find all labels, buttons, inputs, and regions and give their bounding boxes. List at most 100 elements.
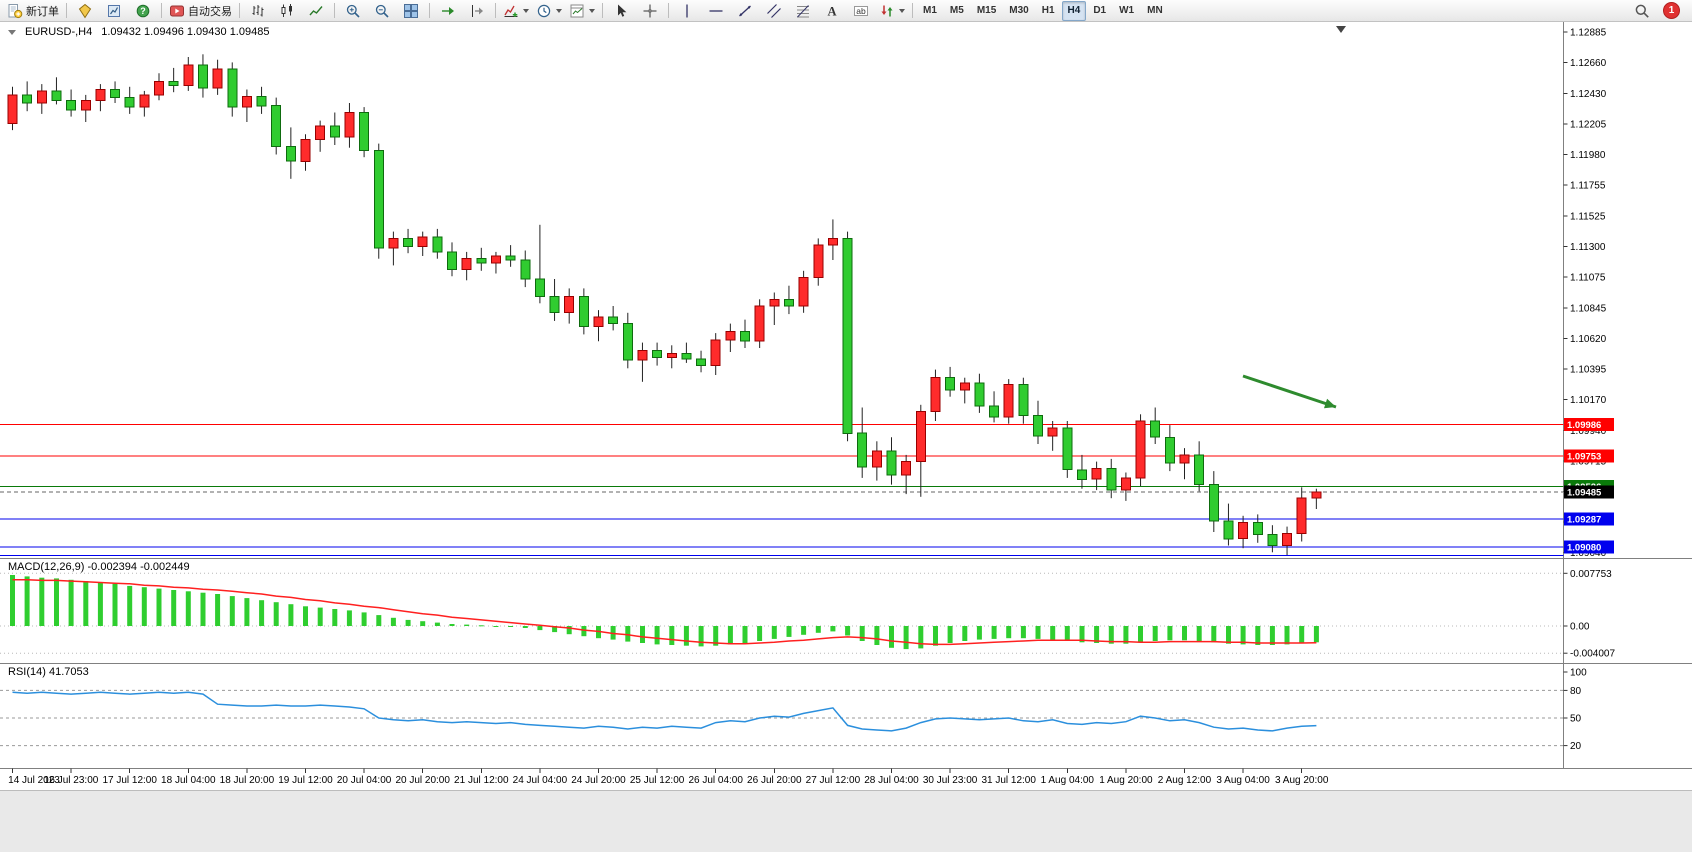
candle-body <box>549 296 560 314</box>
one-click-trading-toggle[interactable] <box>8 29 16 35</box>
candle-body <box>593 316 604 327</box>
candle-body <box>1194 454 1205 486</box>
metaeditor-icon <box>78 3 92 18</box>
timeframe-h4-button[interactable]: H4 <box>1061 0 1087 21</box>
macd-histogram-bar <box>947 626 953 643</box>
time-tick-label: 28 Jul 04:00 <box>864 775 919 786</box>
arrows-button[interactable] <box>876 0 908 22</box>
macd-pane: 0.007753 0.00 -0.004007 <box>0 569 1615 660</box>
text-button[interactable]: A <box>818 0 846 22</box>
macd-histogram-bar <box>405 619 411 626</box>
fibonacci-button[interactable] <box>789 0 817 22</box>
timeframe-m15-button[interactable]: M15 <box>976 5 997 16</box>
horizontal-line-button[interactable] <box>702 0 730 22</box>
timeframe-h1-button[interactable]: H1 <box>1041 5 1055 16</box>
time-tick-label: 2 Aug 12:00 <box>1158 775 1212 786</box>
candle-body <box>696 358 707 367</box>
timeframe-m5-button[interactable]: M5 <box>949 5 964 16</box>
trend-arrow-annotation[interactable] <box>1242 374 1337 409</box>
clock-icon <box>537 4 551 17</box>
new-order-button[interactable]: 新订单 <box>4 0 62 22</box>
chart-shift-marker[interactable] <box>1336 26 1346 33</box>
notification-badge[interactable]: 1 <box>1663 2 1680 19</box>
community-button[interactable]: ? <box>129 0 157 22</box>
macd-histogram-bar <box>1079 626 1085 643</box>
zoom-out-button[interactable] <box>368 0 396 22</box>
candle-body <box>945 377 956 391</box>
strategy-tester-button[interactable] <box>100 0 128 22</box>
price-axis[interactable]: 1.12885 1.12660 1.12430 1.12205 1.11980 1.117… <box>1563 28 1607 559</box>
templates-button[interactable] <box>566 0 598 22</box>
macd-histogram-bar <box>669 626 675 645</box>
candle-body <box>285 145 296 162</box>
trendline-button[interactable] <box>731 0 759 22</box>
search-button[interactable] <box>1628 0 1656 22</box>
time-tick-label: 1 Aug 04:00 <box>1041 775 1095 786</box>
timeframe-w1-button[interactable]: W1 <box>1119 5 1135 16</box>
macd-histogram-bar <box>698 626 704 647</box>
candle-body <box>1223 520 1234 540</box>
label-button[interactable]: ab <box>847 0 875 22</box>
macd-histogram-bar <box>493 626 499 627</box>
candle-body <box>783 298 794 307</box>
timeframe-m1-button[interactable]: M1 <box>923 5 937 16</box>
candle-body <box>827 237 838 246</box>
vertical-line-icon <box>686 4 688 17</box>
price-badge-1.09485: 1.09485 <box>1564 485 1614 499</box>
price-badge-rect <box>1564 449 1614 463</box>
candlestick-chart-button[interactable] <box>273 0 301 22</box>
auto-scroll-button[interactable] <box>434 0 462 22</box>
zoom-in-button[interactable] <box>339 0 367 22</box>
candle-body <box>886 450 897 476</box>
timeframe-mn-button[interactable]: MN <box>1147 5 1163 16</box>
macd-histogram-bar <box>933 626 938 646</box>
vertical-line-button[interactable] <box>673 0 701 22</box>
line-chart-button[interactable] <box>302 0 330 22</box>
candle-body <box>666 352 677 358</box>
candle-body <box>1179 454 1190 464</box>
macd-histogram-bar <box>332 609 338 626</box>
price-tick-label: 1.12205 <box>1570 120 1607 131</box>
macd-histogram-bar <box>683 626 689 646</box>
crosshair-button[interactable] <box>636 0 664 22</box>
macd-histogram-bar <box>317 607 323 626</box>
indicators-button[interactable] <box>500 0 532 22</box>
price-badge-1.09080: 1.09080 <box>1564 540 1614 554</box>
candle-body <box>1296 497 1307 534</box>
autotrading-button[interactable]: 自动交易 <box>166 0 235 22</box>
candle-body <box>1047 427 1058 437</box>
channel-button[interactable] <box>760 0 788 22</box>
macd-histogram-bar <box>537 626 543 631</box>
candle-body <box>1150 420 1161 438</box>
candle-body <box>1120 477 1131 491</box>
macd-histogram-bar <box>727 626 733 645</box>
price-tick-label: 1.12430 <box>1570 89 1607 100</box>
window-background <box>0 790 1692 852</box>
channel-icon <box>767 3 781 18</box>
price-badge-1.09287: 1.09287 <box>1564 512 1614 526</box>
timeframe-m30-button[interactable]: M30 <box>1009 5 1029 16</box>
candle-body <box>7 94 18 124</box>
macd-scale-label: 0.007753 <box>1570 569 1612 580</box>
candle-body <box>1091 467 1102 480</box>
candle-body <box>974 382 985 407</box>
timeframe-d1-button[interactable]: D1 <box>1093 5 1107 16</box>
chart-shift-button[interactable] <box>463 0 491 22</box>
periods-button[interactable] <box>533 0 565 22</box>
macd-histogram-bar <box>1064 626 1070 641</box>
candle-body <box>857 432 868 468</box>
metaeditor-button[interactable] <box>71 0 99 22</box>
bar-chart-button[interactable] <box>244 0 272 22</box>
candle-body <box>403 237 414 247</box>
time-tick-label: 25 Jul 12:00 <box>630 775 685 786</box>
cursor-button[interactable] <box>607 0 635 22</box>
candle-body <box>95 89 106 101</box>
candle-body <box>490 255 501 264</box>
candle-body <box>1252 522 1263 536</box>
candle-body <box>373 149 384 249</box>
tile-windows-button[interactable] <box>397 0 425 22</box>
price-badge-text: 1.09080 <box>1567 542 1601 553</box>
zoom-in-icon <box>346 4 360 18</box>
candle-body <box>1135 420 1146 479</box>
